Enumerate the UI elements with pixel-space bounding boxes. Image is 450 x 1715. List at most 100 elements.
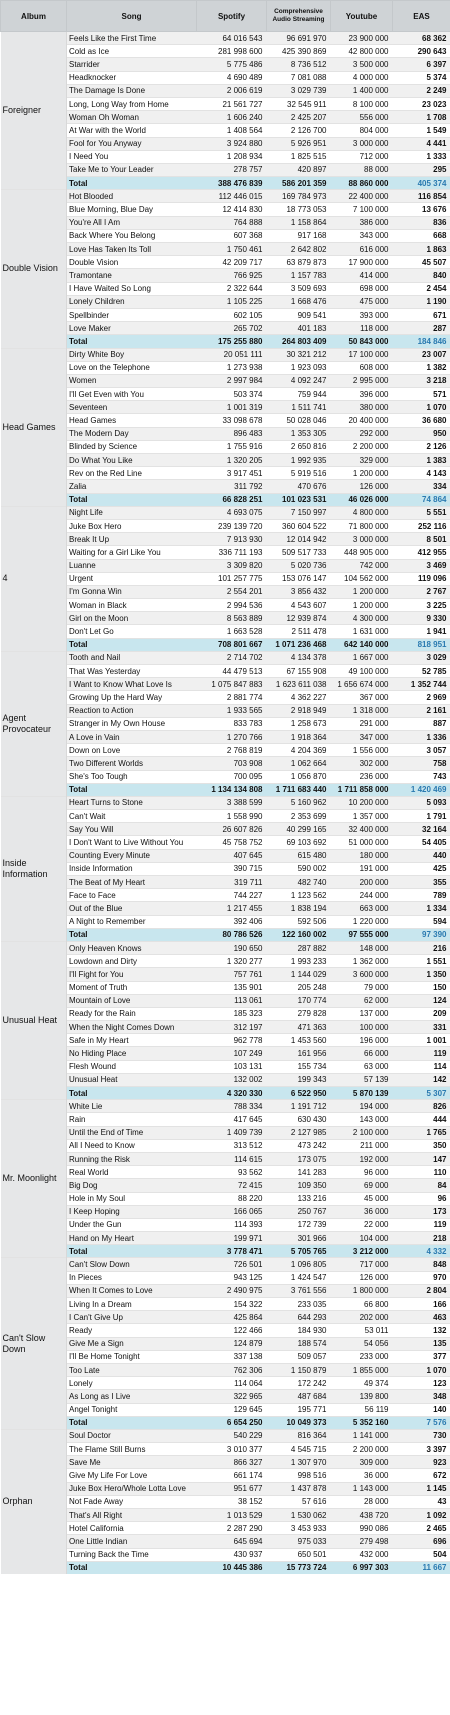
cas-cell: 4 204 369 bbox=[266, 743, 331, 757]
table-row: Give My Life For Love 661 174 998 516 36 00… bbox=[1, 1468, 450, 1483]
spotify-cell: 132 002 bbox=[196, 1072, 267, 1087]
eas-cell: 1 708 bbox=[392, 110, 450, 124]
cas-cell: 644 293 bbox=[266, 1310, 331, 1324]
eas-cell: 3 225 bbox=[392, 598, 450, 612]
eas-cell: 571 bbox=[392, 387, 450, 401]
eas-cell: 1 383 bbox=[392, 452, 450, 467]
cas-cell: 592 506 bbox=[266, 914, 331, 929]
youtube-cell: 50 843 000 bbox=[330, 334, 393, 348]
table-row: Mountain of Love 113 061 170 774 62 000 124 bbox=[1, 993, 450, 1008]
total-row: Total 10 445 386 15 773 724 6 997 303 11 667 bbox=[1, 1560, 450, 1574]
table-row: I Can't Give Up 425 864 644 293 202 000 463 bbox=[1, 1310, 450, 1324]
eas-cell: 2 767 bbox=[392, 584, 450, 599]
eas-cell: 4 441 bbox=[392, 136, 450, 151]
header-spotify[interactable]: Spotify bbox=[196, 0, 267, 32]
song-cell: Blinded by Science bbox=[66, 439, 197, 454]
eas-cell: 13 676 bbox=[392, 202, 450, 217]
song-cell: Don't Let Go bbox=[66, 624, 197, 639]
song-cell: Can't Wait bbox=[66, 809, 197, 823]
header-album[interactable]: Album bbox=[0, 0, 67, 32]
spotify-cell: 700 095 bbox=[196, 769, 267, 784]
eas-cell: 7 576 bbox=[392, 1415, 450, 1430]
cas-cell: 425 390 869 bbox=[266, 44, 331, 58]
cas-cell: 1 056 870 bbox=[266, 769, 331, 784]
total-label: Total bbox=[66, 492, 197, 507]
cas-cell: 1 258 673 bbox=[266, 716, 331, 731]
song-cell: In Pieces bbox=[66, 1270, 197, 1285]
spotify-cell: 114 615 bbox=[196, 1151, 267, 1166]
eas-cell: 173 bbox=[392, 1204, 450, 1219]
spotify-cell: 114 393 bbox=[196, 1217, 267, 1232]
table-row: Under the Gun 114 393 172 739 22 000 119 bbox=[1, 1217, 450, 1232]
youtube-cell: 71 800 000 bbox=[330, 518, 393, 533]
youtube-cell: 1 318 000 bbox=[330, 703, 393, 718]
eas-cell: 1 190 bbox=[392, 294, 450, 309]
cas-cell: 8 736 512 bbox=[266, 57, 331, 72]
spotify-cell: 407 645 bbox=[196, 848, 267, 863]
youtube-cell: 717 000 bbox=[330, 1257, 393, 1272]
cas-cell: 1 923 093 bbox=[266, 360, 331, 375]
eas-cell: 1 001 bbox=[392, 1033, 450, 1047]
eas-cell: 287 bbox=[392, 321, 450, 335]
table-row: That Was Yesterday 44 479 513 67 155 908 49… bbox=[1, 663, 450, 678]
eas-cell: 43 bbox=[392, 1494, 450, 1509]
song-cell: Night Life bbox=[66, 505, 197, 520]
youtube-cell: 22 400 000 bbox=[330, 189, 393, 203]
eas-cell: 405 374 bbox=[392, 176, 450, 190]
table-row: Foreigner Feels Like the First Time 64 016… bbox=[0, 30, 450, 190]
header-song[interactable]: Song bbox=[66, 0, 197, 32]
youtube-cell: 56 119 bbox=[330, 1402, 393, 1417]
song-cell: Only Heaven Knows bbox=[66, 940, 197, 955]
header-cas[interactable]: Comprehensive Audio Streaming bbox=[266, 0, 331, 32]
song-cell: Counting Every Minute bbox=[66, 848, 197, 863]
song-cell: Hotel California bbox=[66, 1521, 197, 1535]
table-row: I Keep Hoping 166 065 250 767 36 000 173 bbox=[1, 1204, 450, 1219]
table-row: Inside Information 390 715 590 002 191 000 4… bbox=[1, 861, 450, 876]
eas-cell: 114 bbox=[392, 1059, 450, 1074]
spotify-cell: 425 864 bbox=[196, 1310, 267, 1324]
eas-cell: 672 bbox=[392, 1468, 450, 1483]
spotify-cell: 281 998 600 bbox=[196, 44, 267, 58]
eas-cell: 594 bbox=[392, 914, 450, 929]
album-name: Inside Information bbox=[0, 795, 67, 942]
youtube-cell: 1 855 000 bbox=[330, 1362, 393, 1377]
table-row: Love on the Telephone 1 273 938 1 923 093 6… bbox=[1, 360, 450, 375]
table-row: Long, Long Way from Home 21 561 727 32 545… bbox=[1, 96, 450, 111]
cas-cell: 233 035 bbox=[266, 1296, 331, 1311]
song-cell: At War with the World bbox=[66, 123, 197, 137]
song-cell: I Keep Hoping bbox=[66, 1204, 197, 1219]
header-eas[interactable]: EAS bbox=[392, 0, 450, 32]
song-cell: Spellbinder bbox=[66, 307, 197, 322]
album-name: Double Vision bbox=[0, 189, 67, 348]
song-cell: I Have Waited So Long bbox=[66, 281, 197, 296]
spotify-cell: 313 512 bbox=[196, 1138, 267, 1153]
cas-cell: 141 283 bbox=[266, 1165, 331, 1179]
youtube-cell: 1 200 000 bbox=[330, 598, 393, 612]
eas-cell: 147 bbox=[392, 1151, 450, 1166]
cas-cell: 32 545 911 bbox=[266, 96, 331, 111]
song-cell: Real World bbox=[66, 1165, 197, 1179]
table-row: Girl on the Moon 8 563 889 12 939 874 4 300… bbox=[1, 611, 450, 625]
table-row: All I Need to Know 313 512 473 242 211 000 3… bbox=[1, 1138, 450, 1153]
spotify-cell: 124 879 bbox=[196, 1336, 267, 1351]
eas-cell: 818 951 bbox=[392, 637, 450, 652]
spotify-cell: 2 287 290 bbox=[196, 1521, 267, 1535]
cas-cell: 1 096 805 bbox=[266, 1257, 331, 1272]
youtube-cell: 393 000 bbox=[330, 307, 393, 322]
song-cell: Soul Doctor bbox=[66, 1428, 197, 1443]
table-row: Can't Wait 1 558 990 2 353 699 1 357 000 1 7… bbox=[1, 809, 450, 823]
song-cell: Safe in My Heart bbox=[66, 1033, 197, 1047]
spotify-cell: 788 334 bbox=[196, 1099, 267, 1113]
eas-cell: 96 bbox=[392, 1191, 450, 1206]
cas-cell: 3 856 432 bbox=[266, 584, 331, 599]
youtube-cell: 475 000 bbox=[330, 294, 393, 309]
youtube-cell: 347 000 bbox=[330, 729, 393, 744]
spotify-cell: 107 249 bbox=[196, 1046, 267, 1061]
song-cell: Woman Oh Woman bbox=[66, 110, 197, 124]
eas-cell: 142 bbox=[392, 1072, 450, 1087]
header-youtube[interactable]: Youtube bbox=[330, 0, 393, 32]
spotify-cell: 962 778 bbox=[196, 1033, 267, 1047]
song-cell: Love Maker bbox=[66, 321, 197, 335]
song-cell: Not Fade Away bbox=[66, 1494, 197, 1509]
cas-cell: 975 033 bbox=[266, 1534, 331, 1549]
